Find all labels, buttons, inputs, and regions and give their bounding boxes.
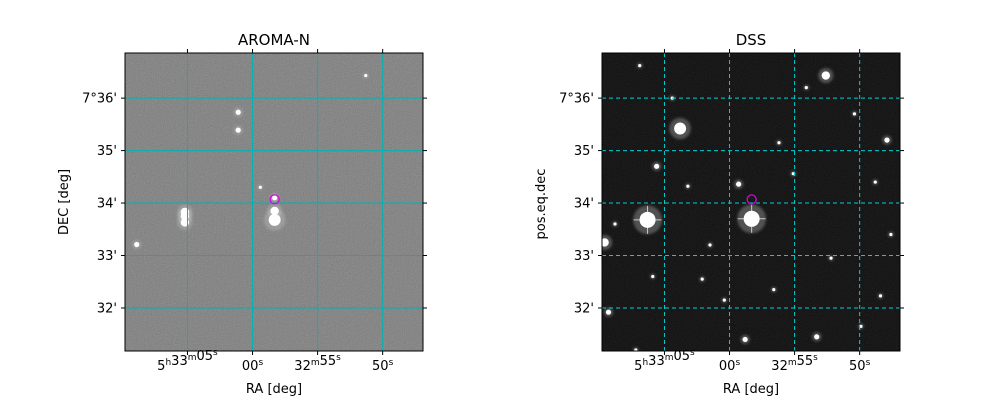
y-axis-label: DEC [deg]	[57, 169, 72, 235]
source-point	[267, 203, 283, 219]
source-point	[612, 221, 618, 227]
source-point	[858, 323, 864, 330]
x-tick-label: 50s	[372, 358, 394, 374]
source-point	[177, 208, 193, 224]
x-tick-label: 00s	[242, 358, 264, 374]
source-point	[257, 184, 264, 191]
x-tick-label: 00s	[719, 358, 741, 374]
source-point	[872, 179, 879, 185]
source-point	[877, 293, 884, 299]
source-point	[818, 67, 834, 84]
x-axis-label: RA [deg]	[246, 382, 302, 397]
x-tick-label: 32m55s	[294, 353, 341, 374]
source-point	[633, 205, 662, 235]
x-axis-label: RA [deg]	[723, 382, 779, 397]
y-tick-label: 32'	[97, 301, 117, 316]
source-point	[737, 204, 767, 234]
y-tick-label: 33'	[574, 249, 594, 264]
source-point	[362, 72, 369, 79]
source-point	[721, 297, 728, 303]
source-point	[603, 307, 614, 317]
source-point	[803, 84, 810, 91]
source-point	[733, 179, 744, 189]
y-tick-label: 7°36'	[559, 92, 594, 107]
source-point	[740, 334, 750, 345]
source-point	[651, 161, 662, 172]
y-tick-label: 33'	[97, 249, 117, 264]
plot-frame	[601, 52, 901, 352]
grid-layer	[602, 53, 900, 351]
source-point	[649, 273, 656, 280]
plot-frame	[124, 52, 424, 352]
target-marker	[269, 194, 280, 205]
source-point	[233, 125, 243, 135]
x-tick-label: 50s	[849, 358, 871, 374]
y-tick-label: 32'	[574, 301, 594, 316]
y-tick-label: 34'	[574, 197, 594, 212]
panel-title: DSS	[736, 31, 767, 49]
source-point	[685, 183, 691, 190]
source-point	[776, 139, 782, 146]
x-tick-label: 5h33m05s	[634, 348, 695, 374]
image-noise	[602, 53, 900, 351]
source-point	[632, 347, 639, 351]
y-tick-label: 35'	[574, 144, 594, 159]
y-tick-label: 7°36'	[82, 92, 117, 107]
source-point	[707, 242, 713, 248]
source-point	[828, 255, 834, 262]
source-point	[669, 117, 691, 140]
grid-layer	[125, 53, 423, 351]
target-marker	[746, 194, 757, 205]
source-point	[233, 107, 243, 117]
source-point	[602, 234, 613, 250]
source-point	[699, 276, 706, 283]
y-axis-label: pos.eq.dec	[534, 169, 549, 240]
source-point	[790, 170, 797, 177]
source-point	[132, 239, 142, 250]
x-tick-label: 5h33m05s	[157, 348, 218, 374]
source-point	[812, 332, 822, 342]
y-tick-label: 35'	[97, 144, 117, 159]
source-point	[770, 286, 777, 293]
source-point	[636, 62, 643, 69]
source-point	[851, 110, 858, 117]
source-point	[888, 231, 894, 238]
source-layer	[602, 62, 894, 351]
y-tick-label: 34'	[97, 197, 117, 212]
source-point	[882, 135, 892, 145]
panel-title: AROMA-N	[238, 31, 310, 49]
panel-aroma-n: AROMA-N 5h33m05s 00s 32m55s 50s 7°36' 35' 34'…	[57, 31, 427, 397]
x-tick-label: 32m55s	[771, 353, 818, 374]
panel-dss: DSS 5h33m05s 00s 32m55s 50s 7°36' 35' 34' 33' 3…	[534, 31, 904, 397]
source-layer	[132, 72, 369, 250]
